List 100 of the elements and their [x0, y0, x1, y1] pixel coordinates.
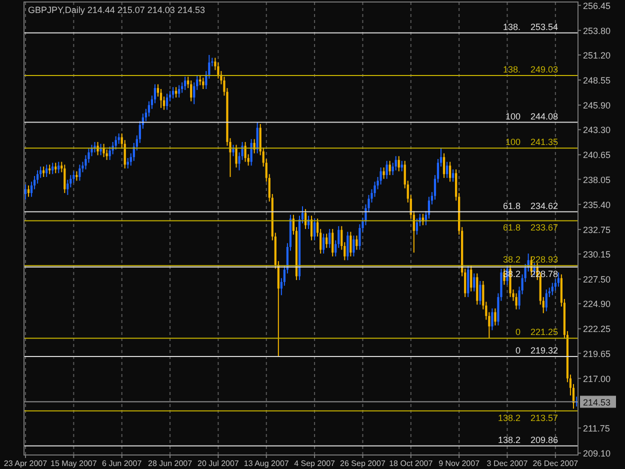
candlestick	[322, 233, 325, 254]
ref-line-label: 100 241.35	[505, 137, 558, 148]
y-tick-label: 232.75	[583, 224, 611, 235]
ref-line-label: 61.8 234.62	[502, 200, 558, 211]
candlestick	[76, 170, 78, 182]
ref-line-label: 138.2 213.57	[498, 412, 558, 423]
candlestick	[551, 282, 554, 296]
x-tick-label: 9 Nov 2007	[438, 459, 480, 468]
y-tick-label: 238.05	[583, 174, 611, 185]
candlestick	[515, 292, 518, 310]
ref-line-label: 0 219.32	[515, 345, 558, 356]
candlestick	[58, 161, 60, 174]
y-tick-label: 230.15	[583, 250, 611, 260]
y-tick-label: 256.45	[583, 0, 611, 11]
y-tick-label: 224.90	[583, 299, 611, 310]
candlestick	[232, 144, 234, 157]
x-tick-label: 18 Oct 2007	[389, 459, 434, 468]
candlestick	[24, 184, 27, 200]
candlestick	[476, 272, 478, 306]
x-tick-label: 23 Apr 2007	[4, 459, 48, 468]
candlestick	[46, 164, 48, 178]
y-tick-label: 219.65	[583, 348, 611, 359]
x-tick-label: 6 Jun 2007	[102, 459, 142, 468]
candlestick	[108, 146, 111, 160]
candlestick	[78, 164, 81, 182]
candlestick	[545, 289, 548, 312]
candlestick	[350, 231, 352, 257]
chart-title: GBPJPY,Daily 214.44 215.07 214.03 214.53	[28, 5, 205, 15]
candlestick	[48, 164, 51, 175]
x-tick-label: 15 May 2007	[50, 459, 98, 468]
candlestick	[160, 88, 162, 108]
candlestick	[96, 141, 99, 156]
candlestick	[557, 272, 560, 288]
y-tick-label: 251.20	[583, 50, 611, 60]
candlestick	[473, 272, 476, 292]
candlestick	[184, 76, 186, 90]
y-tick-label: 245.90	[583, 100, 611, 111]
candlestick	[352, 235, 355, 257]
x-tick-label: 26 Sep 2007	[340, 459, 386, 468]
y-tick-label: 253.80	[583, 26, 611, 36]
candlestick	[326, 233, 328, 248]
y-tick-label: 243.30	[583, 125, 611, 136]
candlestick	[54, 162, 57, 174]
y-tick-label: 235.40	[583, 200, 611, 210]
candlestick	[64, 164, 66, 194]
candlestick	[346, 231, 349, 261]
candlestick	[479, 280, 482, 306]
y-tick-label: 209.10	[583, 448, 611, 459]
candlestick	[452, 168, 454, 182]
ref-line-label: 214.53	[583, 397, 611, 408]
candlestick	[244, 141, 246, 162]
y-tick-label: 217.00	[583, 374, 611, 384]
candlestick	[256, 122, 258, 154]
candlestick	[448, 161, 452, 182]
ref-line-label: 61.8 233.67	[502, 222, 558, 233]
candlestick	[332, 228, 334, 257]
candlestick	[178, 84, 180, 98]
candlestick	[235, 144, 238, 168]
candlestick	[72, 170, 75, 184]
candlestick	[114, 136, 117, 150]
candlestick	[66, 179, 69, 196]
candlestick	[494, 308, 496, 326]
x-tick-label: 28 Jun 2007	[148, 459, 193, 468]
candlestick	[382, 167, 385, 180]
x-tick-label: 20 Jul 2007	[198, 459, 240, 468]
candlestick	[446, 161, 448, 178]
candlestick	[394, 156, 397, 171]
y-tick-label: 227.50	[583, 274, 611, 285]
ref-line-label: 138. 249.03	[502, 64, 558, 74]
candlestick	[398, 156, 400, 172]
y-tick-label: 248.55	[583, 76, 611, 86]
y-tick-label: 222.25	[583, 324, 611, 334]
candlestick	[102, 143, 105, 158]
candlestick	[328, 228, 331, 248]
candlestick	[250, 138, 252, 166]
x-tick-label: 4 Sep 2007	[294, 459, 336, 468]
candlestick	[166, 93, 168, 110]
x-tick-label: 26 Dec 2007	[532, 459, 579, 468]
candlestick	[470, 265, 472, 292]
candlestick	[491, 308, 494, 331]
ref-line-label: 100 244.08	[505, 111, 558, 122]
candlestick	[388, 160, 391, 176]
ref-line-label: 0 221.25	[515, 327, 558, 338]
y-tick-label: 211.75	[583, 424, 610, 434]
ref-line-label: 138. 253.54	[502, 22, 558, 32]
ref-line-label: 138.2 209.86	[498, 434, 558, 445]
y-tick-label: 240.65	[583, 150, 611, 160]
candlestick	[386, 160, 388, 180]
candlestick	[467, 265, 470, 298]
x-tick-label: 13 Aug 2007	[244, 459, 290, 468]
candlestick	[400, 160, 403, 172]
candlestick	[190, 80, 192, 102]
candlestick	[356, 235, 358, 250]
candlestick	[442, 152, 446, 178]
candlestick	[199, 75, 202, 86]
candlestick	[52, 162, 54, 175]
candlestick	[380, 167, 382, 186]
candlestick	[416, 218, 418, 236]
x-tick-label: 3 Dec 2007	[486, 459, 528, 468]
candlestick	[313, 218, 316, 241]
